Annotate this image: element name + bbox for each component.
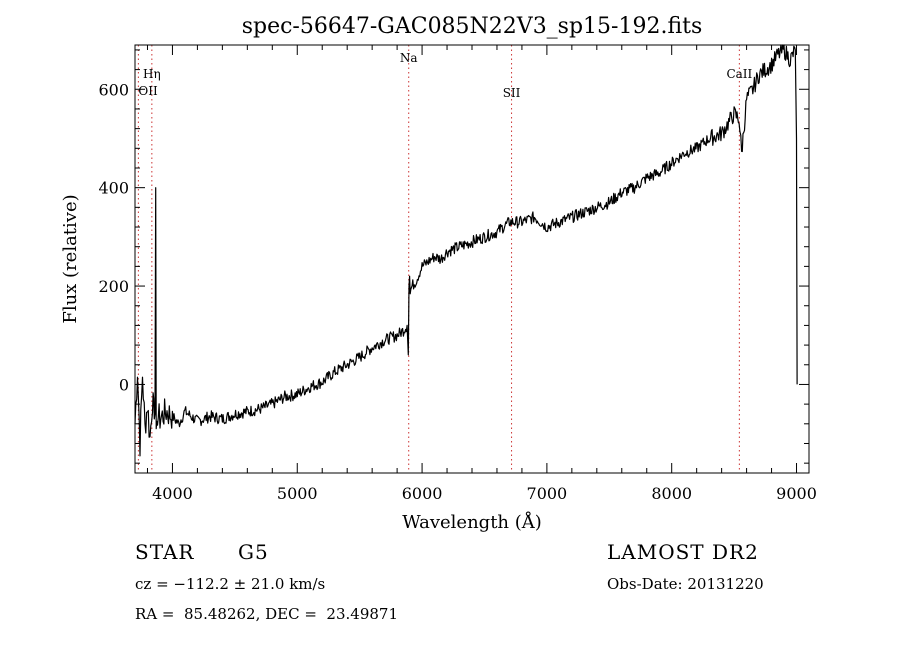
y-tick-label: 200 — [98, 277, 129, 296]
line-label-OII: OII — [138, 84, 158, 98]
y-tick-label: 600 — [98, 80, 129, 99]
y-tick-label: 0 — [119, 375, 129, 394]
x-tick-label: 6000 — [402, 484, 443, 503]
x-tick-label: 9000 — [776, 484, 817, 503]
survey-name: LAMOST DR2 — [607, 540, 759, 564]
object-class: STAR — [135, 540, 195, 564]
line-label-Na: Na — [400, 51, 418, 65]
x-tick-label: 5000 — [277, 484, 318, 503]
x-axis-ticks: 4000 5000 6000 7000 8000 9000 — [146, 45, 817, 503]
x-tick-label: 7000 — [527, 484, 568, 503]
line-label-Hη: Hη — [143, 67, 161, 81]
spectrum-line — [134, 44, 798, 457]
x-tick-label: 8000 — [651, 484, 692, 503]
observation-date: Obs-Date: 20131220 — [607, 575, 764, 593]
coordinates: RA = 85.48262, DEC = 23.49871 — [135, 605, 399, 623]
x-tick-label: 4000 — [152, 484, 193, 503]
y-tick-label: 400 — [98, 179, 129, 198]
chart-title: spec-56647-GAC085N22V3_sp15-192.fits — [242, 14, 703, 39]
line-label-CaII: CaII — [726, 67, 752, 81]
object-subclass: G5 — [238, 540, 269, 564]
spectral-line-labels: OII Hη Na SII CaII — [138, 51, 752, 100]
y-axis-ticks: 0 200 400 600 — [98, 49, 809, 464]
redshift-velocity: cz = −112.2 ± 21.0 km/s — [135, 575, 326, 593]
line-label-SII: SII — [503, 86, 521, 100]
y-axis-label: Flux (relative) — [60, 194, 81, 323]
x-axis-label: Wavelength (Å) — [402, 511, 542, 533]
plot-frame — [134, 44, 810, 474]
